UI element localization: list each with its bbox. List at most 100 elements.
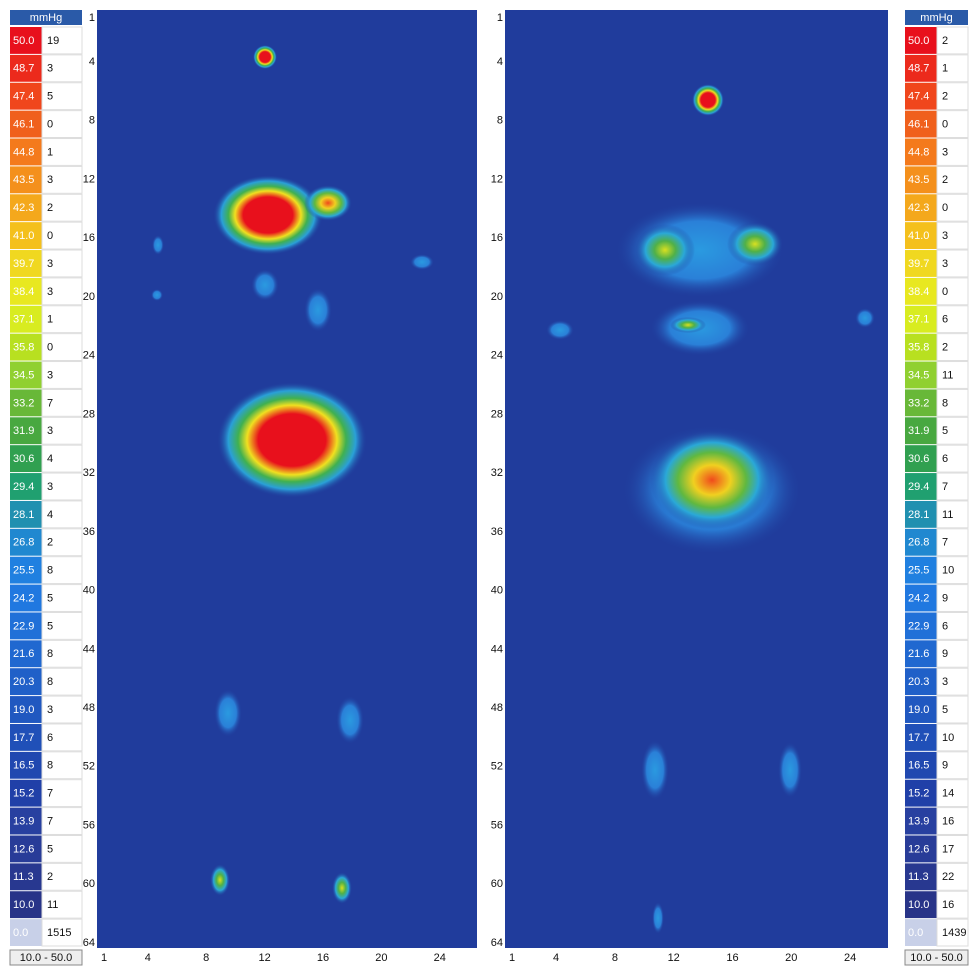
pressure-spot: [304, 185, 352, 221]
legend-color-cell: [10, 333, 42, 361]
legend-color-cell: [10, 640, 42, 668]
row-tick-label: 60: [83, 878, 95, 890]
legend-level: 21.6: [13, 648, 34, 660]
legend-level: 16.5: [908, 760, 929, 772]
legend-range: 10.0 - 50.0: [20, 952, 73, 964]
legend-count-cell: [41, 82, 83, 111]
legend-count-cell: [936, 54, 969, 83]
legend-level: 46.1: [908, 118, 929, 130]
legend-count: 0: [47, 342, 53, 354]
pressure-spot: [336, 696, 364, 744]
legend-level: 22.9: [13, 620, 34, 632]
row-tick-label: 36: [491, 526, 503, 538]
legend-color-cell: [10, 863, 42, 891]
row-tick-label: 4: [89, 56, 95, 68]
legend-level: 50.0: [908, 35, 929, 47]
legend-count-cell: [936, 193, 969, 222]
legend-count-cell: [936, 807, 969, 835]
legend-count: 3: [47, 369, 53, 381]
legend-count-cell: [41, 305, 83, 334]
legend-count: 1: [942, 63, 948, 75]
legend-color-cell: [905, 361, 937, 389]
legend-color-cell: [10, 250, 42, 277]
legend-count: 8: [47, 760, 53, 772]
pressure-spot: [253, 45, 277, 69]
legend-level: 48.7: [908, 63, 929, 75]
row-tick-label: 12: [83, 173, 95, 185]
legend-count: 0: [47, 230, 53, 242]
legend-level: 43.5: [908, 174, 929, 186]
legend-color-cell: [10, 528, 42, 556]
legend-count: 7: [47, 788, 53, 800]
col-tick-label: 1: [101, 952, 107, 964]
legend-count-cell: [936, 528, 969, 557]
col-tick-label: 1: [509, 952, 515, 964]
legend-count-cell: [936, 695, 969, 724]
legend-level: 22.9: [908, 620, 929, 632]
pressure-spot: [652, 902, 664, 934]
legend-level: 50.0: [13, 35, 34, 47]
legend-level: 42.3: [13, 202, 34, 214]
legend-range-box: [9, 949, 83, 966]
legend-count: 9: [942, 648, 948, 660]
legend-color-cell: [905, 723, 937, 751]
legend-color-cell: [10, 305, 42, 333]
right-map: [505, 10, 888, 948]
legend-count-cell: [936, 611, 969, 640]
legend-count-cell: [936, 862, 969, 891]
pressure-spot: [152, 235, 164, 255]
legend-count: 16: [942, 815, 954, 827]
legend-count-cell: [41, 110, 83, 139]
legend-color-cell: [905, 640, 937, 668]
legend-color-cell: [10, 166, 42, 194]
legend-color-cell: [905, 751, 937, 779]
legend-color-cell: [905, 863, 937, 891]
legend-count-cell: [936, 277, 969, 306]
left-map: [97, 10, 477, 948]
legend-count-cell: [41, 361, 83, 389]
legend-level: 31.9: [908, 425, 929, 437]
legend-count-cell: [936, 723, 969, 752]
legend-level: 21.6: [908, 648, 929, 660]
row-tick-label: 64: [491, 937, 503, 949]
legend-level: 13.9: [908, 815, 929, 827]
legend-count-cell: [936, 834, 969, 863]
legend-count: 3: [47, 425, 53, 437]
legend-count-cell: [936, 333, 969, 362]
legend-level: 12.6: [13, 843, 34, 855]
legend-level: 30.6: [13, 453, 34, 465]
legend-level: 37.1: [13, 314, 34, 326]
legend-count-cell: [936, 639, 969, 668]
legend-count: 7: [47, 815, 53, 827]
legend-level: 33.2: [908, 397, 929, 409]
legend-count: 5: [942, 704, 948, 716]
legend-level: 38.4: [908, 286, 929, 298]
legend-header: [905, 10, 968, 25]
legend-range: 10.0 - 50.0: [910, 952, 963, 964]
legend-level: 0.0: [13, 927, 28, 939]
pressure-spot: [151, 289, 163, 301]
row-tick-label: 20: [83, 291, 95, 303]
legend-count-cell: [936, 221, 969, 250]
legend-level: 47.4: [908, 91, 929, 103]
legend-level: 41.0: [908, 230, 929, 242]
legend-count-cell: [41, 584, 83, 612]
col-tick-label: 16: [726, 952, 738, 964]
legend-level: 19.0: [13, 704, 34, 716]
legend-color-cell: [10, 500, 42, 528]
legend-level: 26.8: [13, 537, 34, 549]
col-tick-label: 24: [844, 952, 856, 964]
legend-count: 3: [47, 481, 53, 493]
legend-level: 35.8: [13, 342, 34, 354]
legend-count-cell: [41, 528, 83, 557]
row-tick-label: 24: [83, 350, 95, 362]
legend-level: 24.2: [908, 592, 929, 604]
legend-level: 28.1: [908, 509, 929, 521]
row-tick-label: 32: [83, 467, 95, 479]
col-tick-label: 20: [375, 952, 387, 964]
legend-count: 9: [942, 760, 948, 772]
legend-color-cell: [10, 417, 42, 445]
legend-count-cell: [41, 221, 83, 250]
legend-level: 11.3: [13, 871, 34, 883]
legend-count: 11: [942, 509, 953, 521]
